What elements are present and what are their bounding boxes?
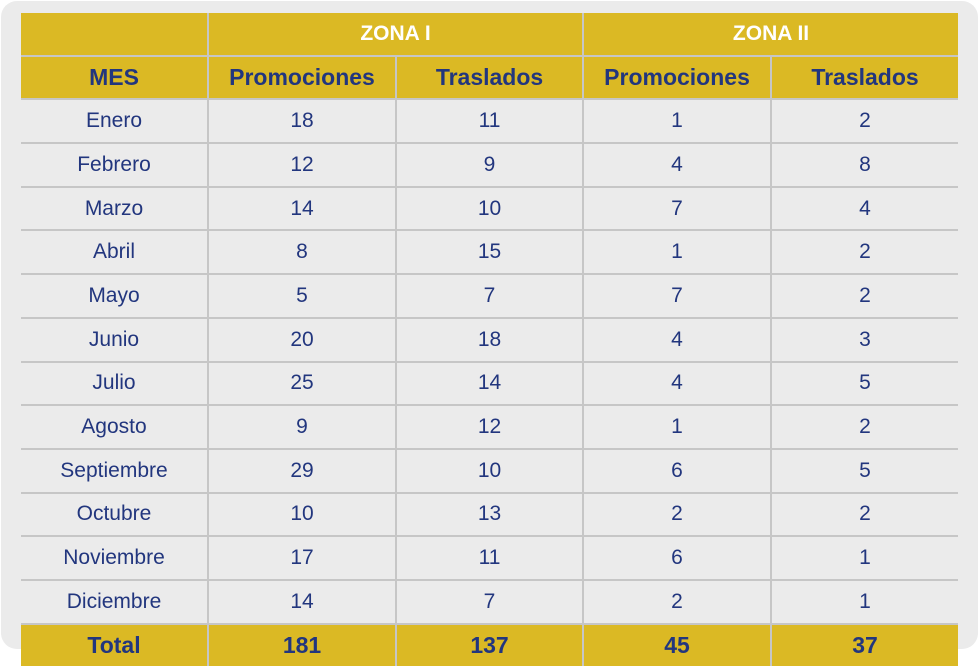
cell-z2-traslados: 3: [770, 316, 959, 363]
cell-z2-promociones: 1: [582, 404, 773, 450]
column-header-z2-promociones: Promociones: [582, 54, 773, 101]
table-row: Marzo 14 10 7 4: [21, 185, 959, 232]
cell-mes: Julio: [21, 360, 209, 407]
cell-z1-promociones: 25: [207, 360, 397, 407]
table-row: Abril 8 15 1 2: [21, 229, 959, 276]
table-row: Septiembre 29 10 6 5: [21, 447, 959, 494]
column-header-z2-traslados: Traslados: [770, 54, 959, 101]
cell-z1-traslados: 10: [394, 185, 585, 232]
cell-z1-promociones: 8: [207, 229, 397, 276]
cell-z1-traslados: 14: [394, 360, 585, 407]
group-header-empty: [21, 13, 209, 57]
cell-z2-traslados: 2: [770, 229, 959, 276]
cell-z1-traslados: 18: [394, 316, 585, 363]
column-header-mes: MES: [21, 54, 209, 101]
zones-table: ZONA I ZONA II MES Promociones Traslados…: [21, 13, 959, 666]
cell-z1-traslados: 11: [394, 535, 585, 581]
cell-mes: Febrero: [21, 142, 209, 188]
cell-mes: Enero: [21, 98, 209, 145]
table-row: Noviembre 17 11 6 1: [21, 535, 959, 581]
cell-z2-promociones: 4: [582, 316, 773, 363]
cell-z2-promociones: 2: [582, 578, 773, 625]
group-header-zona-2: ZONA II: [582, 13, 959, 57]
cell-z1-promociones: 12: [207, 142, 397, 188]
table-row: Agosto 9 12 1 2: [21, 404, 959, 450]
table-row: Octubre 10 13 2 2: [21, 491, 959, 538]
cell-z2-promociones: 4: [582, 142, 773, 188]
cell-z2-traslados: 5: [770, 360, 959, 407]
cell-z1-promociones: 14: [207, 185, 397, 232]
cell-mes: Octubre: [21, 491, 209, 538]
table-row: Febrero 12 9 4 8: [21, 142, 959, 188]
cell-z2-promociones: 1: [582, 229, 773, 276]
cell-z2-traslados: 4: [770, 185, 959, 232]
cell-z2-promociones: 7: [582, 273, 773, 319]
cell-z1-promociones: 18: [207, 98, 397, 145]
cell-z1-promociones: 9: [207, 404, 397, 450]
cell-mes: Noviembre: [21, 535, 209, 581]
cell-z1-traslados: 7: [394, 273, 585, 319]
table-row: Julio 25 14 4 5: [21, 360, 959, 407]
cell-z1-promociones: 29: [207, 447, 397, 494]
cell-z1-traslados: 11: [394, 98, 585, 145]
table-row: Mayo 5 7 7 2: [21, 273, 959, 319]
cell-z2-traslados: 2: [770, 404, 959, 450]
cell-z2-traslados: 8: [770, 142, 959, 188]
cell-z1-traslados: 7: [394, 578, 585, 625]
table-body: Enero 18 11 1 2 Febrero 12 9 4 8 Marzo 14 10 7 4 Abr…: [21, 98, 959, 666]
group-header-row: ZONA I ZONA II: [21, 13, 959, 57]
total-row: Total 181 137 45 37: [21, 622, 959, 666]
cell-z2-promociones: 1: [582, 98, 773, 145]
cell-z2-promociones: 4: [582, 360, 773, 407]
cell-z2-promociones: 6: [582, 447, 773, 494]
cell-z1-promociones: 17: [207, 535, 397, 581]
cell-z2-traslados: 2: [770, 98, 959, 145]
group-header-zona-1: ZONA I: [206, 13, 585, 57]
cell-z2-traslados: 5: [770, 447, 959, 494]
cell-mes: Diciembre: [21, 578, 209, 625]
cell-mes: Septiembre: [21, 447, 209, 494]
cell-mes: Junio: [21, 316, 209, 363]
cell-mes: Abril: [21, 229, 209, 276]
cell-z2-traslados: 2: [770, 491, 959, 538]
cell-mes: Mayo: [21, 273, 209, 319]
total-z2-promociones: 45: [582, 622, 773, 666]
column-header-z1-promociones: Promociones: [207, 54, 397, 101]
column-header-z1-traslados: Traslados: [394, 54, 585, 101]
total-z1-traslados: 137: [394, 622, 585, 666]
cell-z1-traslados: 9: [394, 142, 585, 188]
column-header-row: MES Promociones Traslados Promociones Tr…: [21, 54, 959, 101]
cell-z2-promociones: 6: [582, 535, 773, 581]
cell-z1-promociones: 14: [207, 578, 397, 625]
cell-mes: Agosto: [21, 404, 209, 450]
cell-z1-traslados: 10: [394, 447, 585, 494]
cell-mes: Marzo: [21, 185, 209, 232]
total-z2-traslados: 37: [770, 622, 959, 666]
cell-z1-traslados: 13: [394, 491, 585, 538]
cell-z1-promociones: 10: [207, 491, 397, 538]
cell-z2-promociones: 7: [582, 185, 773, 232]
cell-z2-traslados: 2: [770, 273, 959, 319]
cell-z1-traslados: 12: [394, 404, 585, 450]
cell-z2-traslados: 1: [770, 535, 959, 581]
total-label: Total: [21, 622, 209, 666]
total-z1-promociones: 181: [207, 622, 397, 666]
cell-z1-promociones: 20: [207, 316, 397, 363]
cell-z1-traslados: 15: [394, 229, 585, 276]
cell-z1-promociones: 5: [207, 273, 397, 319]
cell-z2-traslados: 1: [770, 578, 959, 625]
cell-z2-promociones: 2: [582, 491, 773, 538]
table-row: Enero 18 11 1 2: [21, 98, 959, 145]
table-row: Junio 20 18 4 3: [21, 316, 959, 363]
table-row: Diciembre 14 7 2 1: [21, 578, 959, 625]
